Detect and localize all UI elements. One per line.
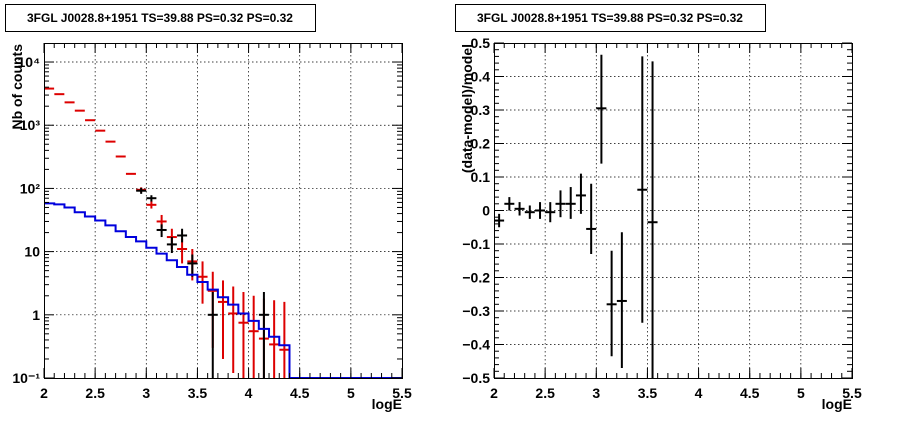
left-red-data-point (238, 291, 249, 378)
right-x-tick-label: 5.5 (842, 385, 862, 401)
right-black-data-point (535, 202, 546, 219)
left-x-tick-label: 4 (245, 385, 253, 401)
right-black-data-point (575, 173, 586, 214)
right-y-tick-label: −0.4 (462, 337, 490, 353)
left-black-data-point (146, 195, 157, 202)
right-x-tick-label: 4 (695, 385, 703, 401)
right-y-tick-label: −0.1 (462, 236, 490, 252)
right-grid (494, 43, 852, 378)
left-chart-title: 3FGL J0028.8+1951 TS=39.88 PS=0.32 PS=0.… (27, 11, 293, 25)
right-y-tick-label: −0.3 (462, 303, 490, 319)
right-black-data-point (524, 205, 535, 219)
right-black-data-point (514, 202, 525, 216)
right-y-tick-label: 0 (482, 203, 490, 219)
right-x-axis-title: logE (822, 396, 852, 412)
left-x-tick-label: 2 (40, 385, 48, 401)
left-x-tick-label: 3 (142, 385, 150, 401)
right-black-data-point (494, 213, 505, 228)
left-black-data-point (156, 224, 167, 238)
right-black-data-point (637, 56, 648, 323)
right-black-data-point (586, 183, 597, 255)
left-red-data-point (279, 301, 290, 378)
left-black-data-point (207, 291, 218, 378)
right-black-data-point (545, 202, 556, 223)
left-red-data-point (228, 286, 239, 373)
right-y-tick-label: 0.3 (471, 102, 491, 118)
left-axis-ticks: 2 2.5 3 3.5 4 4.5 5 5.5 10⁻¹ 1 10 10² 10³ 10⁴ (12, 43, 412, 401)
left-y-tick-label: 10² (20, 180, 41, 196)
right-black-data-point (555, 190, 566, 218)
right-y-tick-label: −0.5 (462, 370, 490, 386)
left-series (44, 87, 402, 379)
left-y-tick-label: 1 (32, 307, 40, 323)
left-x-tick-label: 3.5 (188, 385, 208, 401)
right-y-tick-label: 0.4 (471, 69, 491, 85)
right-plot-frame (494, 43, 853, 379)
right-series (494, 54, 658, 378)
right-pad: 3FGL J0028.8+1951 TS=39.88 PS=0.32 PS=0.… (455, 4, 862, 412)
left-pad: 3FGL J0028.8+1951 TS=39.88 PS=0.32 PS=0.… (5, 4, 412, 412)
left-plot-frame (44, 43, 403, 379)
right-title-box (455, 4, 766, 32)
left-red-data-point (269, 300, 280, 378)
right-x-tick-label: 3 (592, 385, 600, 401)
left-title-box (5, 4, 316, 32)
left-black-data-point (136, 187, 147, 194)
left-x-tick-label: 5.5 (392, 385, 412, 401)
left-y-tick-label: 10⁻¹ (12, 370, 40, 386)
left-red-data-point (146, 201, 157, 209)
left-x-tick-label: 5 (347, 385, 355, 401)
left-red-data-point (177, 238, 188, 264)
left-x-tick-label: 4.5 (290, 385, 310, 401)
right-black-data-point (504, 197, 515, 211)
right-x-tick-label: 2.5 (535, 385, 555, 401)
right-black-data-point (606, 250, 617, 357)
left-black-data-point (166, 237, 177, 254)
right-black-data-point (565, 187, 576, 219)
right-y-tick-label: 0.1 (471, 169, 491, 185)
left-black-data-point (177, 228, 188, 243)
right-black-data-point (616, 232, 627, 368)
left-y-axis-title: Nb of counts (9, 44, 25, 130)
left-red-data-point (248, 295, 259, 378)
left-black-data-point (187, 254, 198, 277)
left-black-data-point (258, 291, 269, 378)
left-y-tick-label: 10³ (20, 117, 41, 133)
right-black-data-point (596, 54, 607, 164)
right-chart-title: 3FGL J0028.8+1951 TS=39.88 PS=0.32 PS=0.… (477, 11, 743, 25)
left-x-axis-title: logE (372, 396, 402, 412)
right-y-axis-title: (data-model)/model (459, 44, 475, 173)
left-red-data-point (218, 280, 228, 359)
left-x-tick-label: 2.5 (85, 385, 105, 401)
right-y-tick-label: −0.2 (462, 270, 490, 286)
right-y-tick-label: 0.5 (471, 35, 491, 51)
left-y-tick-label: 10 (24, 244, 40, 260)
right-y-tick-label: 0.2 (471, 136, 491, 152)
right-x-tick-label: 4.5 (740, 385, 760, 401)
right-x-tick-label: 5 (797, 385, 805, 401)
right-x-tick-label: 3.5 (638, 385, 658, 401)
left-model-step-line (44, 202, 402, 379)
right-x-tick-label: 2 (490, 385, 498, 401)
right-axis-ticks: 2 2.5 3 3.5 4 4.5 5 5.5 −0.5 −0.4 −0.3 −0.2 −0.1 0 0.1… (462, 35, 862, 401)
left-y-tick-label: 10⁴ (18, 54, 41, 70)
right-black-data-point (647, 61, 658, 378)
